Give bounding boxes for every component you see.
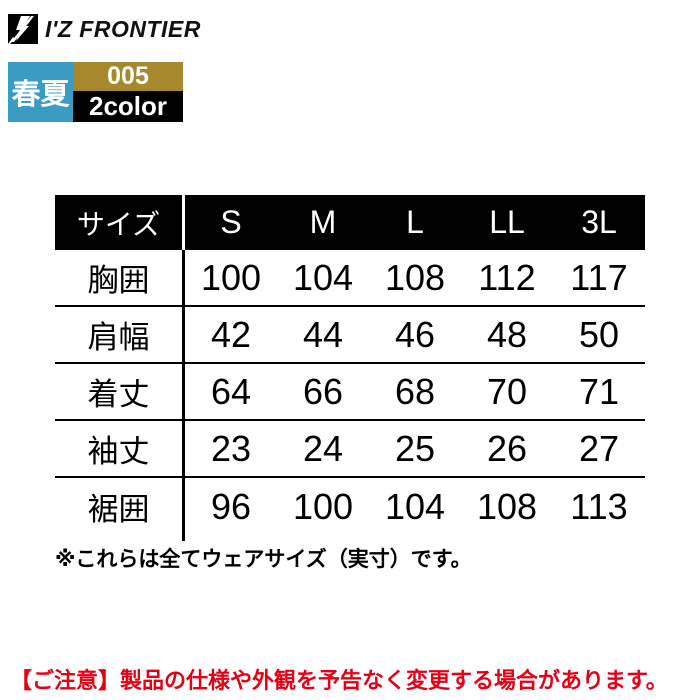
- caution-text: 【ご注意】製品の仕様や外観を予告なく変更する場合があります。: [10, 668, 668, 693]
- column-header-size: サイズ: [55, 195, 182, 250]
- column-divider-line: [182, 250, 185, 541]
- cell: 117: [570, 256, 628, 298]
- table-row-chest: 胸囲 100 104 108 112 117: [55, 250, 645, 307]
- cell: 108: [476, 485, 538, 527]
- cell: 66: [302, 370, 344, 412]
- cell: 70: [486, 370, 528, 412]
- column-header-ll: LL: [489, 204, 525, 240]
- table-row-shoulder: 肩幅 42 44 46 48 50: [55, 307, 645, 364]
- row-label: 胸囲: [87, 263, 150, 298]
- row-values: 64 66 68 70 71: [185, 364, 645, 419]
- cell: 50: [578, 313, 620, 355]
- badge-right-column: 005 2color: [73, 62, 183, 122]
- column-header-l: L: [406, 204, 424, 240]
- column-header-s: S: [220, 204, 242, 240]
- row-label: 着丈: [87, 377, 150, 412]
- actual-size-note: ※これらは全てウェアサイズ（実寸）です。: [55, 548, 472, 571]
- product-code-badge: 005: [73, 62, 183, 91]
- cell: 96: [210, 485, 252, 527]
- table-row-sleeve: 袖丈 23 24 25 26 27: [55, 421, 645, 478]
- brand-name: I'Z FRONTIER: [45, 15, 201, 42]
- color-count-badge: 2color: [73, 91, 183, 122]
- table-header-row: サイズ S M L LL 3L: [55, 195, 645, 250]
- cell: 100: [292, 485, 354, 527]
- cell: 104: [292, 256, 354, 298]
- cell: 24: [302, 427, 344, 469]
- cell: 64: [210, 370, 252, 412]
- row-values: 42 44 46 48 50: [185, 307, 645, 362]
- cell: 27: [578, 427, 620, 469]
- table-body: 胸囲 100 104 108 112 117 肩幅 42 44 46 48 50: [55, 250, 645, 541]
- table-header-columns: S M L LL 3L: [185, 195, 645, 250]
- cell: 104: [384, 485, 446, 527]
- cell: 71: [578, 370, 620, 412]
- row-label: 肩幅: [87, 320, 150, 355]
- product-badges: 春夏 005 2color: [8, 62, 183, 122]
- column-header-m: M: [309, 204, 337, 240]
- cell: 100: [200, 256, 262, 298]
- season-badge: 春夏: [8, 62, 73, 122]
- brand-logo: I'Z FRONTIER: [8, 14, 201, 44]
- table-row-length: 着丈 64 66 68 70 71: [55, 364, 645, 421]
- cell: 48: [486, 313, 528, 355]
- row-label: 袖丈: [87, 434, 150, 469]
- cell: 42: [210, 313, 252, 355]
- cell: 25: [394, 427, 436, 469]
- cell: 113: [570, 485, 628, 527]
- cell: 23: [210, 427, 252, 469]
- cell: 68: [394, 370, 436, 412]
- size-chart-table: サイズ S M L LL 3L 胸囲 100 104 108 112 117: [55, 195, 645, 541]
- row-values: 96 100 104 108 113: [185, 478, 645, 535]
- cell: 112: [478, 256, 536, 298]
- row-values: 23 24 25 26 27: [185, 421, 645, 476]
- cell: 46: [394, 313, 436, 355]
- row-values: 100 104 108 112 117: [185, 250, 645, 305]
- cell: 44: [302, 313, 344, 355]
- lightning-bolt-icon: [8, 14, 38, 44]
- row-label: 裾囲: [87, 492, 150, 527]
- table-row-hem: 裾囲 96 100 104 108 113: [55, 478, 645, 535]
- cell: 26: [486, 427, 528, 469]
- cell: 108: [384, 256, 446, 298]
- column-header-3l: 3L: [581, 204, 617, 240]
